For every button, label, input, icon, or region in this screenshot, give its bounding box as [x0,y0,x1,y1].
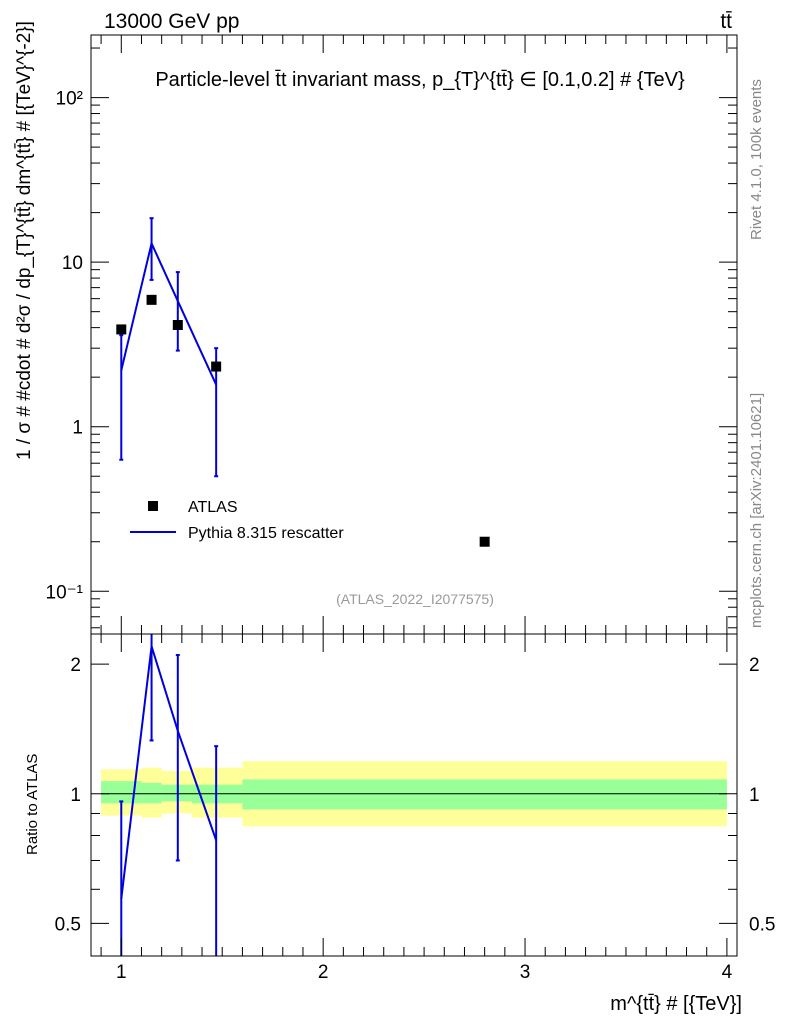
legend-label-pythia: Pythia 8.315 rescatter [188,525,344,542]
x-tick-label: 3 [520,962,531,983]
ratio-y-tick-label-right: 2 [749,655,760,676]
analysis-watermark: (ATLAS_2022_I2077575) [336,591,494,607]
atlas-point-2 [172,319,183,330]
pythia-line [120,240,218,386]
ratio-y-tick-label-left: 1 [70,785,81,806]
ratio-band-inner-0 [101,781,142,804]
x-tick-label: 2 [318,962,329,983]
main-y-tick-label: 10² [56,89,83,110]
legend: ATLAS Pythia 8.315 rescatter [130,499,344,542]
x-tick-label: 4 [722,962,733,983]
main-plot: 10⁻¹ 1 10 10² Particle-level t̄t invariant … [14,21,738,635]
mcplots-credit-label: mcplots.cern.ch [arXiv:2401.10621] [748,393,765,628]
ratio-plot: 0.5 0.5 1 1 2 2 1 2 3 4 Ratio to ATLAS m^{tt̄} # … [24,633,775,1015]
rivet-version-label: Rivet 4.1.0, 100k events [748,79,765,240]
ratio-plot-marks [101,634,727,956]
header-energy-label: 13000 GeV pp [104,10,239,33]
ratio-y-tick-label-right: 1 [749,785,760,806]
main-y-tick-label: 1 [72,418,83,439]
ratio-band-inner-2 [161,784,192,802]
atlas-point-4 [479,536,490,547]
ratio-y-tick-label-left: 2 [70,655,81,676]
main-plot-frame [90,34,738,635]
ratio-band-inner-4 [242,779,727,810]
main-y-tick-label: 10 [62,253,83,274]
atlas-point-3 [211,361,222,372]
ratio-y-axis-label: Ratio to ATLAS [24,754,41,855]
ratio-y-tick-label-right: 0.5 [749,914,775,935]
legend-marker-atlas [148,501,158,511]
main-plot-marks [116,217,490,547]
ratio-y-tick-label-left: 0.5 [55,914,81,935]
atlas-point-0 [116,324,127,335]
header-process-label: tt̄ [720,10,732,33]
legend-label-atlas: ATLAS [188,499,238,516]
main-y-tick-label: 10⁻¹ [46,582,84,603]
main-plot-title: Particle-level t̄t invariant mass, p_{T}… [155,69,685,91]
ratio-plot-frame [90,633,738,957]
ratio-plot-ticks: 0.5 0.5 1 1 2 2 1 2 3 4 [55,634,775,983]
ratio-pythia-line [120,646,218,900]
x-tick-label: 1 [116,962,127,983]
atlas-point-1 [146,294,157,305]
ratio-band-inner-1 [141,782,162,804]
main-plot-ticks: 10⁻¹ 1 10 10² [46,35,737,634]
main-y-axis-label: 1 / σ # #cdot # d²σ / dp_{T}^{tt̄} dm^{t… [14,21,35,460]
x-axis-label: m^{tt̄} # [{TeV}] [610,993,742,1015]
